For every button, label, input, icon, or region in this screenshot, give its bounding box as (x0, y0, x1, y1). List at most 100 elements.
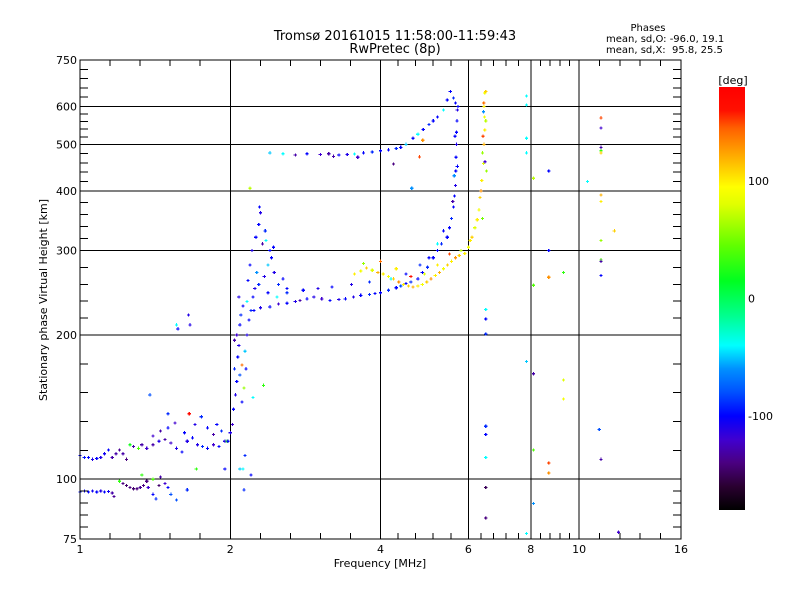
data-point (125, 457, 129, 461)
data-point (106, 448, 110, 452)
data-point (264, 238, 268, 243)
data-point (103, 490, 107, 494)
x-axis-tick-labels: 1 2 4 6 8 10 16 (77, 543, 689, 556)
data-point (399, 145, 403, 149)
data-point (250, 249, 254, 253)
data-point (271, 245, 275, 249)
data-point (318, 153, 322, 157)
data-point (441, 108, 446, 112)
data-point (272, 270, 276, 275)
data-point (151, 492, 155, 496)
data-point (482, 115, 486, 119)
data-point (305, 297, 309, 301)
data-point (194, 467, 198, 471)
data-point (91, 489, 95, 493)
data-point (188, 323, 192, 327)
data-point (253, 286, 257, 291)
data-point (586, 180, 590, 184)
data-point (228, 431, 232, 435)
data-point (238, 323, 242, 327)
data-point (173, 421, 177, 425)
data-point (484, 169, 488, 173)
data-point (185, 439, 189, 443)
data-point (277, 302, 281, 306)
axis-ticks (80, 60, 681, 539)
x-tick-label: 8 (527, 543, 534, 556)
colorbar-tick-label: 0 (748, 293, 755, 306)
data-point (251, 295, 255, 299)
data-point (183, 431, 187, 435)
data-point (481, 161, 485, 166)
y-tick-label: 300 (56, 245, 77, 258)
data-point (128, 486, 132, 490)
data-point (484, 486, 488, 490)
data-point (166, 426, 170, 430)
data-point (163, 437, 167, 442)
data-point (141, 483, 145, 488)
data-point (404, 272, 408, 276)
data-point (91, 457, 95, 461)
data-point (547, 169, 551, 173)
data-point (199, 415, 203, 419)
data-point (95, 456, 99, 460)
data-point (484, 424, 488, 428)
data-point (525, 94, 529, 98)
data-point (427, 256, 431, 260)
data-point (270, 256, 274, 260)
data-point (359, 269, 363, 273)
data-point (248, 263, 252, 267)
data-point (187, 412, 191, 416)
data-point (337, 298, 341, 302)
data-point (86, 455, 91, 459)
data-point (381, 272, 385, 276)
data-points (78, 89, 621, 536)
data-point (249, 308, 253, 313)
data-point (277, 282, 281, 286)
data-point (459, 249, 463, 253)
data-point (266, 263, 270, 267)
data-point (420, 282, 424, 286)
data-point (243, 454, 247, 458)
data-point (293, 299, 297, 303)
data-point (298, 298, 302, 303)
data-point (453, 194, 457, 198)
data-point (140, 443, 144, 447)
data-point (406, 284, 410, 288)
data-point (258, 306, 263, 310)
data-point (455, 108, 459, 112)
data-point (448, 89, 452, 93)
data-point (599, 199, 603, 203)
data-point (547, 461, 551, 465)
data-point (237, 344, 241, 348)
data-point (345, 153, 349, 157)
data-point (376, 270, 380, 275)
data-point (466, 245, 470, 249)
data-point (211, 432, 215, 436)
y-tick-label: 200 (56, 329, 77, 342)
data-point (131, 444, 136, 449)
data-point (86, 490, 91, 494)
data-point (468, 238, 472, 243)
data-point (599, 457, 603, 461)
data-point (362, 261, 366, 266)
y-tick-label: 500 (56, 138, 77, 151)
data-point (151, 434, 155, 438)
data-point (163, 481, 167, 485)
data-point (350, 282, 354, 286)
data-point (525, 360, 529, 364)
data-point (237, 295, 241, 299)
x-axis-label: Frequency [MHz] (334, 557, 426, 570)
data-point (439, 242, 444, 246)
data-point (427, 122, 431, 127)
data-point (249, 473, 253, 477)
x-tick-label: 10 (572, 543, 586, 556)
data-point (128, 443, 132, 447)
data-point (246, 278, 250, 282)
data-point (418, 263, 422, 267)
data-point (386, 274, 391, 278)
data-point (140, 473, 144, 477)
data-point (437, 270, 441, 275)
data-point (240, 400, 244, 404)
